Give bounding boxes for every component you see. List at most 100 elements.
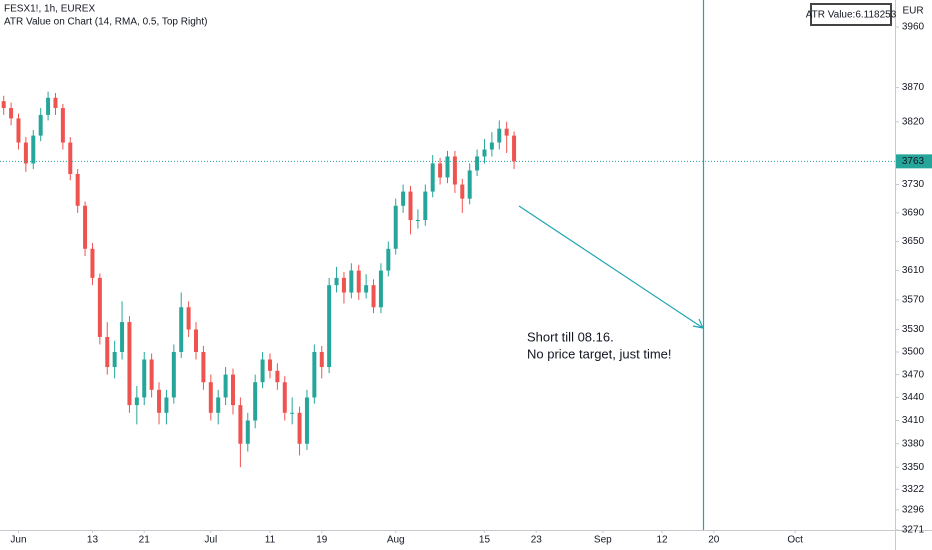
x-tick-label: 21 (139, 535, 151, 546)
candle-body (341, 277, 346, 293)
candle-body (253, 382, 258, 421)
candle-body (179, 307, 184, 352)
candle-body (438, 163, 443, 178)
candle-body (452, 156, 457, 185)
candle-body (60, 108, 65, 143)
last-price-label: 3763 (902, 156, 925, 167)
candle-body (238, 405, 243, 444)
x-tick-label: 13 (87, 535, 99, 546)
candle-body (186, 307, 191, 330)
y-tick-label: 3610 (902, 265, 925, 276)
y-tick-label: 3960 (902, 22, 925, 33)
y-tick-label: 3690 (902, 208, 925, 219)
candle-body (378, 270, 383, 308)
candle-body (194, 329, 199, 352)
currency-label: EUR (902, 6, 923, 17)
candle-body (38, 114, 43, 136)
x-tick-label: 11 (265, 535, 276, 546)
plot (1, 91, 517, 468)
candle-body (497, 128, 502, 143)
y-tick-label: 3470 (902, 369, 925, 380)
y-tick-label: 3350 (902, 462, 925, 473)
candle-body (282, 382, 287, 413)
candle-body (208, 382, 213, 413)
y-tick-label: 3530 (902, 324, 925, 335)
candle-body (53, 97, 58, 109)
candle-body (393, 205, 398, 249)
candle-body (334, 277, 339, 286)
candle-body (31, 135, 36, 164)
candle-body (68, 142, 73, 174)
x-tick-label: 19 (316, 535, 328, 546)
candle-body (171, 351, 176, 398)
candle-body (304, 397, 309, 444)
trend-arrow (518, 205, 704, 329)
candle-body (223, 374, 228, 398)
x-tick-label: Aug (387, 535, 405, 546)
candle-body (134, 397, 139, 406)
candle-body (430, 163, 435, 192)
candle-body (319, 351, 324, 368)
y-tick-label: 3271 (902, 525, 925, 536)
y-tick-label: 3380 (902, 438, 925, 449)
candle-body (401, 191, 406, 206)
y-tick-label: 3820 (902, 116, 925, 127)
arrow-head (692, 318, 705, 329)
candle-body (157, 389, 162, 413)
y-tick-label: 3410 (902, 415, 925, 426)
candle-body (230, 374, 235, 406)
y-tick-label: 3870 (902, 82, 925, 93)
candle-body (105, 336, 110, 368)
candle-body (482, 149, 487, 157)
x-tick-label: Oct (787, 535, 803, 546)
candle-body (489, 142, 494, 150)
indicator-title: ATR Value on Chart (14, RMA, 0.5, Top Ri… (4, 17, 207, 28)
candle-body (9, 108, 14, 119)
candle-body (267, 359, 272, 371)
candle-body (201, 351, 206, 383)
y-tick-label: 3322 (902, 484, 925, 495)
candle-body (408, 191, 413, 221)
candle-body (23, 142, 28, 164)
y-tick-label: 3650 (902, 236, 925, 247)
annotation: Short till 08.16. No price target, just t… (527, 329, 672, 361)
candle-body (127, 322, 132, 406)
candle-body (467, 170, 472, 199)
candle-body (290, 412, 295, 414)
x-tick-label: Jul (204, 535, 217, 546)
candle-body (312, 351, 317, 398)
candle-body (371, 285, 376, 308)
candle-body (1, 101, 6, 109)
candle-body (297, 412, 302, 444)
x-tick-label: Sep (594, 535, 612, 546)
x-tick-label: Jun (10, 535, 26, 546)
candle-body (75, 173, 80, 206)
candle-body (504, 128, 509, 136)
candle-body (90, 248, 95, 278)
candle-body (112, 351, 117, 368)
candle-body (475, 156, 480, 171)
annotation-text: No price target, just time! (527, 346, 672, 361)
candle-body (83, 205, 88, 249)
candle-body (445, 156, 450, 178)
candle-body (260, 359, 265, 383)
candle-body (386, 248, 391, 271)
candle-body (46, 97, 51, 115)
candle-body (16, 118, 21, 143)
candle-body (149, 359, 154, 390)
x-tick-label: 15 (479, 535, 491, 546)
y-tick-label: 3730 (902, 179, 925, 190)
y-tick-label: 3296 (902, 505, 925, 516)
y-tick-label: 3570 (902, 295, 925, 306)
candle-body (460, 184, 465, 199)
candle-body (327, 285, 332, 368)
x-tick-label: 23 (531, 535, 543, 546)
candle-body (356, 270, 361, 293)
candle-body (120, 322, 125, 352)
atr-text: ATR Value:6.118253 (806, 10, 897, 21)
atr-box (810, 3, 892, 26)
candle-body (423, 191, 428, 221)
symbol-title: FESX1!, 1h, EUREX (4, 4, 95, 15)
